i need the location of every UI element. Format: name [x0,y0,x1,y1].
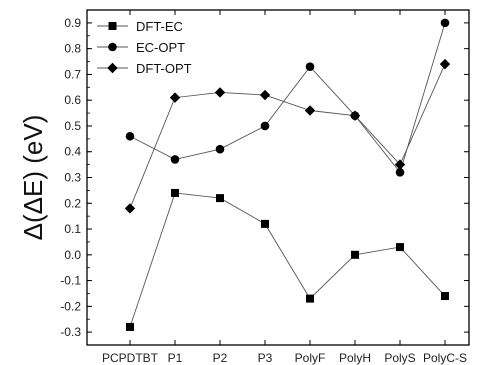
data-point [216,194,224,203]
x-tick-label: PolyS [384,351,415,365]
y-tick-label: 0.3 [64,171,81,185]
legend-item: DFT-EC [97,19,183,34]
x-tick-label: PolyH [339,351,371,365]
x-tick-label: PCPDTBT [102,351,159,365]
y-tick-label: 0.1 [64,222,81,236]
series-dft-ec [126,188,449,331]
data-point [170,155,180,164]
data-point [215,144,225,154]
data-point [396,243,404,252]
data-point [441,292,449,301]
data-point [124,203,136,214]
data-point [439,58,451,70]
data-point [394,159,406,170]
y-tick-label: 0.8 [64,42,81,56]
data-point [349,110,361,121]
data-point [259,89,271,101]
x-tick-label: PolyF [295,351,326,365]
y-tick-label: 0.4 [64,145,81,159]
legend-marker [108,42,117,52]
data-point [305,62,315,71]
x-tick-label: P2 [213,351,228,365]
data-point [126,322,134,331]
data-point [351,250,359,259]
y-tick-label: -0.1 [60,274,81,288]
y-tick-label: 0.9 [64,16,81,30]
axes-layer: -0.3 -0.2 -0.1 0.0 0.1 0.2 0.3 0.4 0.5 0.6 0.7 0.8 0… [60,9,470,365]
x-tick-label: PolyC-S [423,351,467,365]
x-tick-label: P1 [168,351,183,365]
legend: DFT-EC EC-OPT DFT-OPT [97,19,192,76]
legend-label: EC-OPT [136,40,185,55]
y-tick-label: -0.3 [60,325,81,339]
data-point [214,87,226,98]
data-point [304,105,316,116]
legend-item: EC-OPT [97,40,185,55]
legend-label: DFT-OPT [136,61,192,76]
x-tick-label: P3 [258,351,273,365]
legend-label: DFT-EC [136,19,183,34]
y-tick-label: 0.7 [64,67,81,81]
data-point [169,92,181,103]
y-tick-label: 0.2 [64,196,81,210]
legend-item: DFT-OPT [97,61,192,76]
data-point [260,121,270,131]
y-tick-label: 0.0 [64,248,81,262]
data-point [125,131,135,141]
data-point [440,18,450,28]
data-point [306,294,314,303]
y-axis-label: Δ(ΔE) (eV) [18,115,48,241]
series-line [129,192,446,328]
y-tick-label: 0.6 [64,93,81,107]
y-tick-label: -0.2 [60,299,81,313]
series-line [129,22,446,174]
series-dft-opt [124,58,451,214]
series-line [129,63,446,209]
series-layer [124,18,451,331]
data-point [261,219,269,228]
legend-marker [107,62,118,74]
legend-marker [108,22,117,30]
data-point [171,188,179,197]
y-tick-label: 0.5 [64,119,81,133]
data-point [395,168,405,177]
